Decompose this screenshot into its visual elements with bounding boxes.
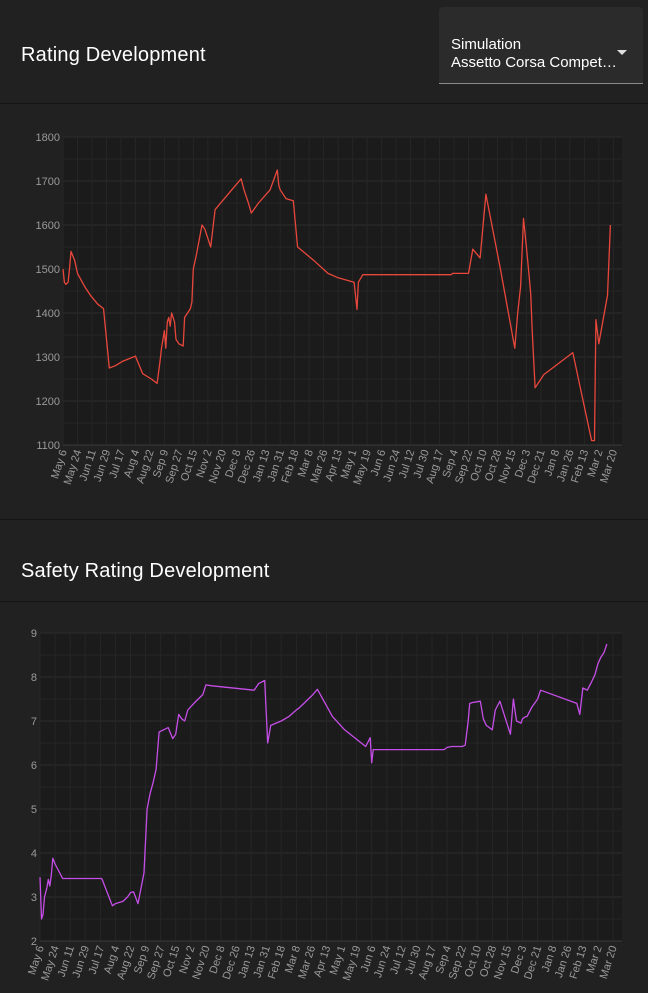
simulation-select-value: Assetto Corsa Competizione (451, 54, 617, 71)
y-tick-label: 1700 (36, 176, 60, 188)
safety-header: Safety Rating Development (0, 520, 648, 602)
rating-header: Rating Development Simulation Assetto Co… (0, 0, 648, 104)
y-tick-label: 1300 (36, 352, 60, 364)
series-line (62, 169, 612, 442)
safety-title: Safety Rating Development (21, 560, 270, 582)
y-tick-label: 8 (31, 672, 37, 684)
y-tick-label: 1400 (36, 308, 60, 320)
y-tick-label: 6 (31, 760, 37, 772)
y-tick-label: 9 (31, 628, 37, 640)
y-tick-label: 2 (31, 936, 37, 948)
section-divider (0, 519, 648, 520)
simulation-select-label: Simulation (451, 36, 522, 53)
series-line (39, 643, 608, 920)
y-tick-label: 3 (31, 892, 37, 904)
y-tick-label: 5 (31, 804, 37, 816)
y-tick-label: 7 (31, 716, 37, 728)
simulation-select[interactable]: Simulation Assetto Corsa Competizione (439, 7, 643, 84)
y-tick-label: 1800 (36, 132, 60, 144)
y-tick-label: 1100 (36, 440, 60, 452)
y-tick-label: 1500 (36, 264, 60, 276)
page-title: Rating Development (21, 44, 206, 66)
y-tick-label: 4 (31, 848, 37, 860)
y-tick-label: 1600 (36, 220, 60, 232)
y-tick-label: 1200 (36, 396, 60, 408)
dropdown-arrow-icon[interactable] (617, 50, 627, 55)
